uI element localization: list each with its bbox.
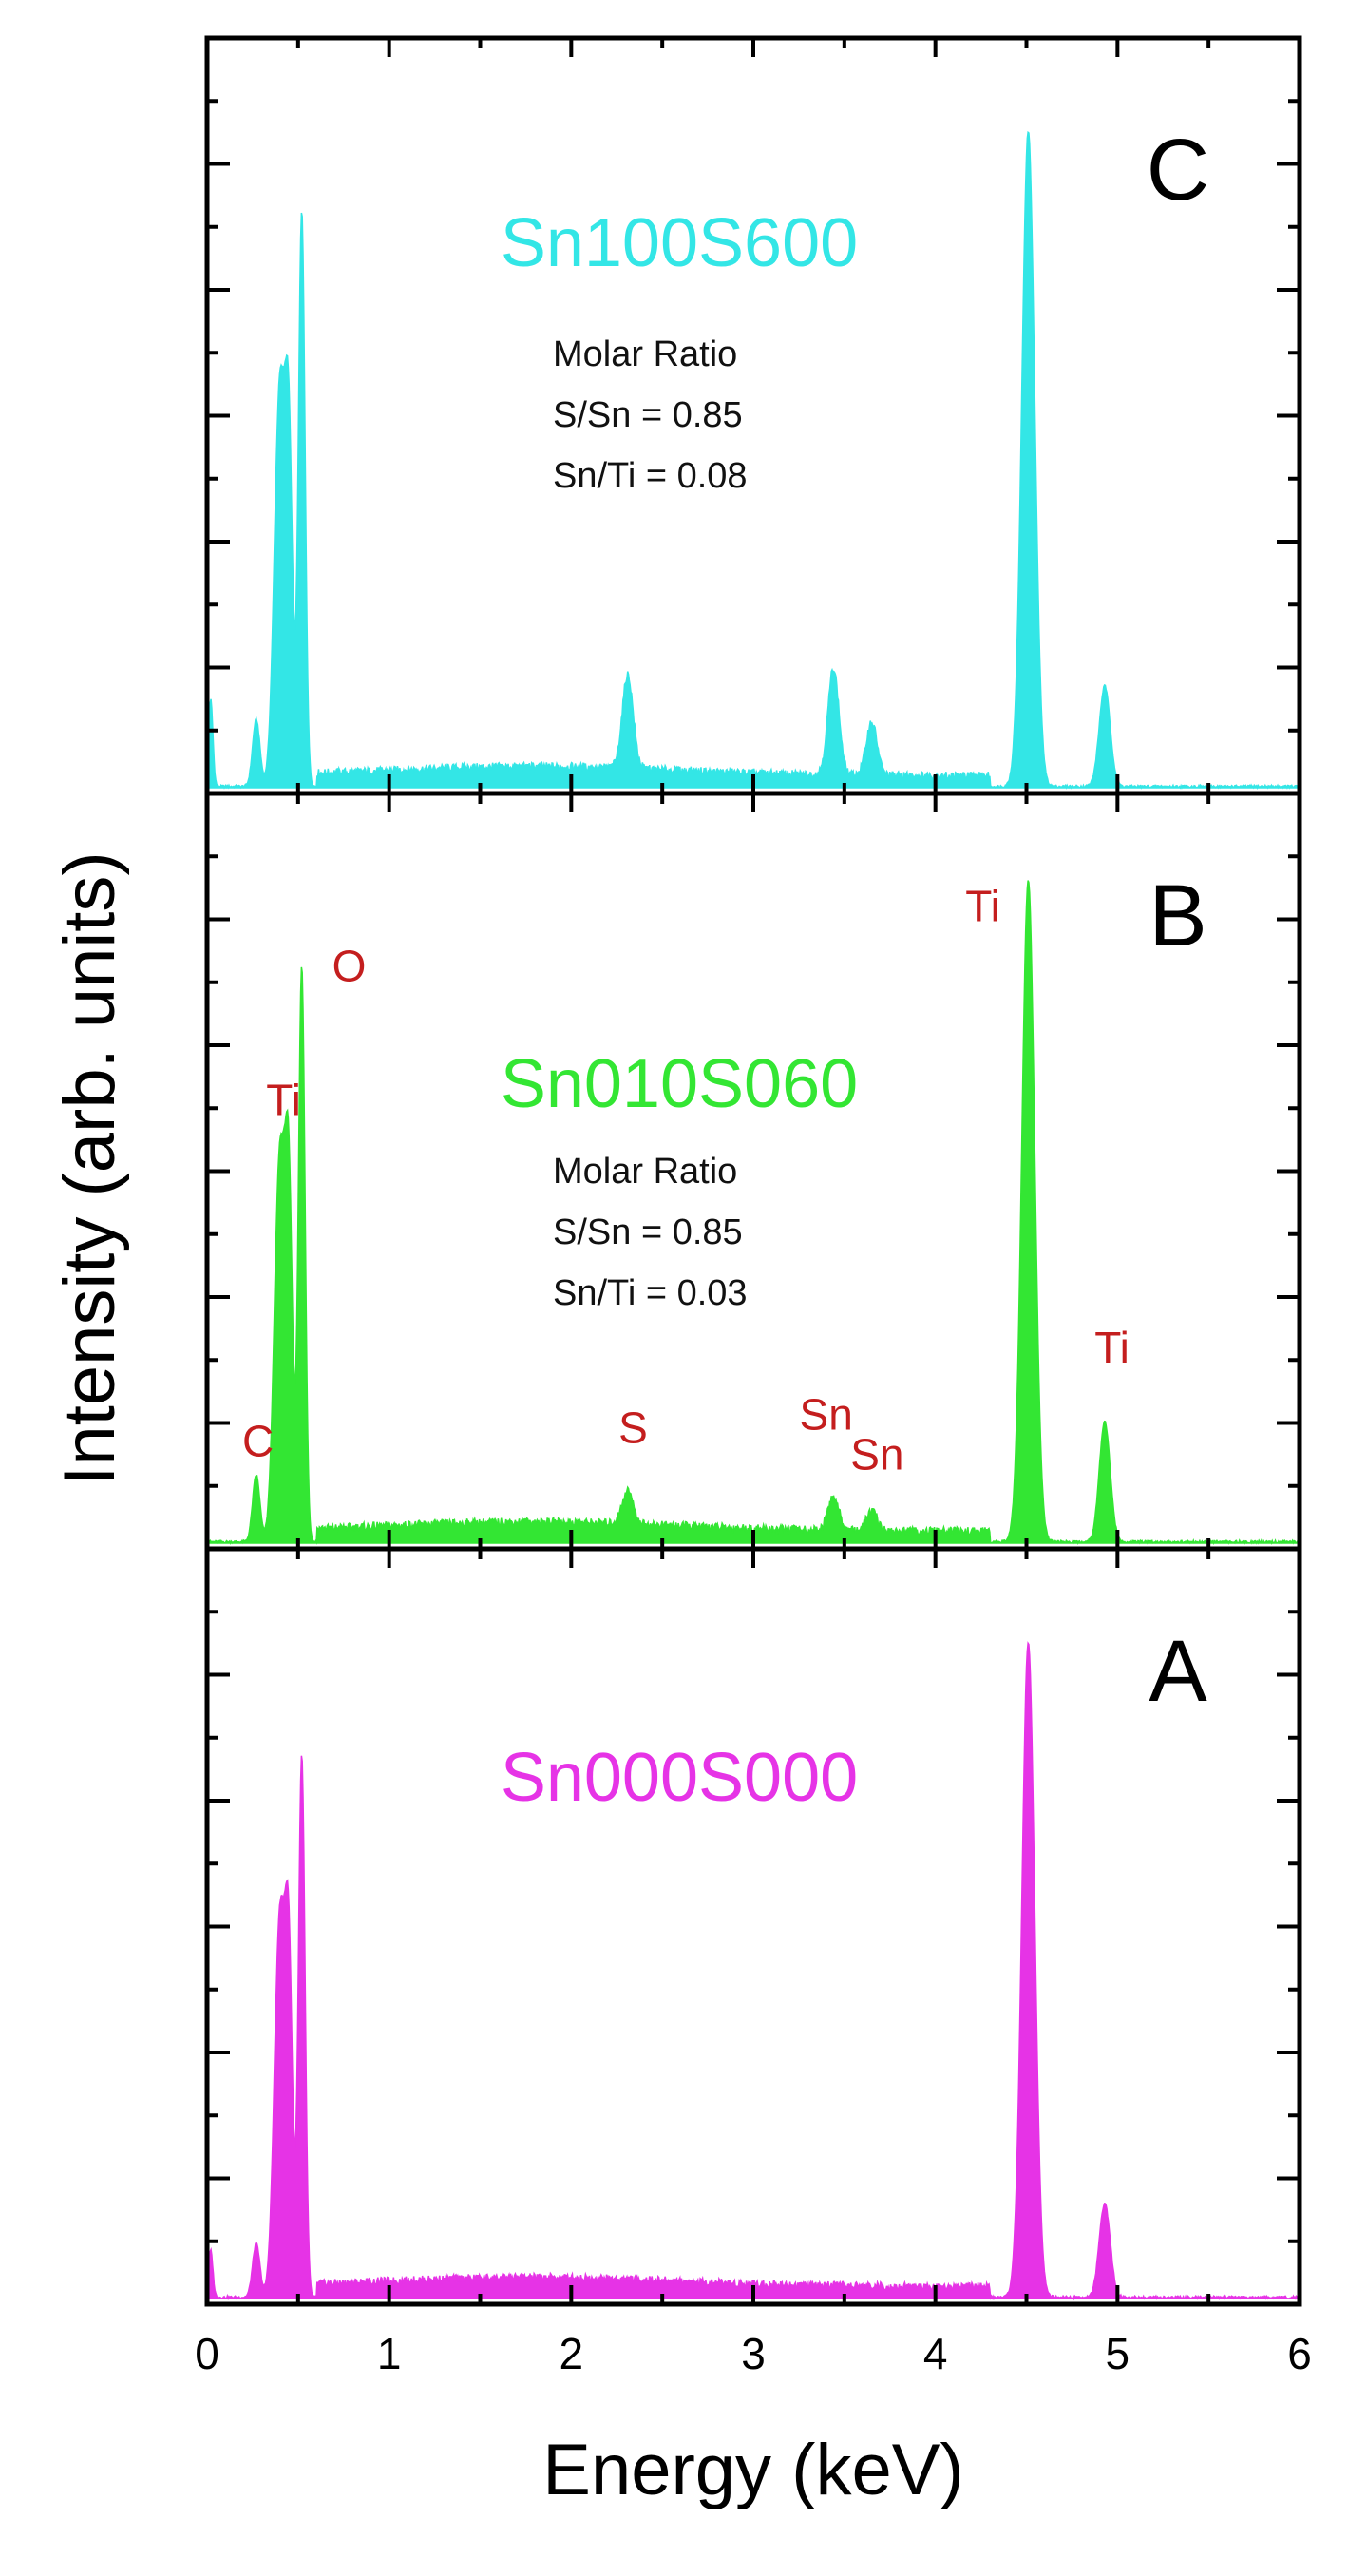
sample-name-a: Sn000S000 (501, 1740, 858, 1816)
x-tick-label: 6 (1287, 2329, 1312, 2378)
panel-c: C Sn100S600 Molar Ratio S/Sn = 0.85 Sn/Ti = … (204, 35, 1302, 796)
element-label-ti: Ti (965, 881, 1000, 930)
panel-label-c: C (1147, 122, 1209, 219)
element-label-s: S (618, 1402, 648, 1452)
x-tick-label: 4 (923, 2329, 948, 2378)
x-tick-label: 2 (560, 2329, 584, 2378)
note-line: Molar Ratio (553, 334, 737, 374)
note-line: S/Sn = 0.85 (553, 395, 743, 435)
x-tick-label: 0 (195, 2329, 219, 2378)
panel-b: B Sn010S060 Molar Ratio S/Sn = 0.85 Sn/Ti = … (204, 791, 1302, 1552)
x-axis-title: Energy (keV) (542, 2430, 964, 2510)
element-label-ti: Ti (1094, 1323, 1130, 1372)
panel-frame-a (204, 1546, 1302, 2307)
y-axis-title: Intensity (arb. units) (49, 851, 130, 1485)
note-line: Molar Ratio (553, 1152, 737, 1192)
sample-name-b: Sn010S060 (501, 1046, 858, 1122)
note-line: Sn/Ti = 0.03 (553, 1273, 748, 1313)
element-label-c: C (242, 1416, 274, 1465)
panel-a: A Sn000S000 (204, 1546, 1302, 2307)
panel-frame-b (204, 791, 1302, 1552)
note-line: S/Sn = 0.85 (553, 1212, 743, 1252)
x-tick-label: 1 (377, 2329, 402, 2378)
x-tick-label: 3 (741, 2329, 766, 2378)
panel-frame-c (204, 35, 1302, 796)
spectrum-area-b (206, 880, 1301, 1545)
x-tick-label: 5 (1106, 2329, 1130, 2378)
panel-label-b: B (1149, 868, 1206, 964)
element-label-sn: Sn (800, 1389, 853, 1439)
element-label-ti: Ti (266, 1075, 301, 1124)
sample-name-c: Sn100S600 (501, 205, 858, 281)
note-line: Sn/Ti = 0.08 (553, 456, 748, 496)
element-label-o: O (332, 942, 367, 991)
panel-label-a: A (1149, 1623, 1207, 1720)
element-label-sn: Sn (850, 1430, 903, 1479)
